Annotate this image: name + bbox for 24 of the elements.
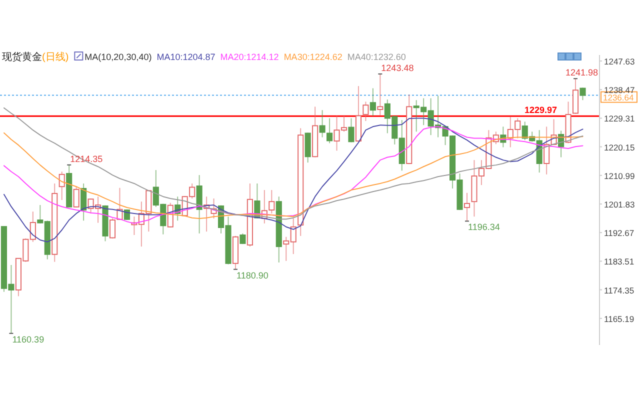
- annotation: 1196.34: [468, 222, 500, 232]
- text: MA30:1224.62: [284, 52, 342, 62]
- y-tick-label: 1229.31: [604, 114, 635, 124]
- annotation: 1241.98: [565, 68, 598, 78]
- annotation: 1160.39: [12, 334, 44, 344]
- y-tick-label: 1165.19: [604, 314, 634, 324]
- y-tick-label: 1201.83: [604, 199, 635, 210]
- text: MA10:1204.87: [156, 52, 216, 62]
- chart-title: 现货黄金: [2, 51, 42, 63]
- y-tick-label: 1183.51: [604, 256, 634, 267]
- y-tick-label: 1247.63: [604, 56, 635, 66]
- text: MA40:1232.60: [347, 52, 406, 62]
- text: MA20:1214.12: [220, 52, 279, 62]
- y-tick-label: 1192.67: [604, 228, 634, 238]
- annotation: 1243.48: [381, 62, 414, 73]
- ref-line-label: 1229.97: [524, 105, 558, 116]
- y-tick-label: 1220.15: [604, 142, 635, 152]
- chart-subtitle: (日线): [42, 51, 69, 63]
- ref-line-label: 1236.64: [603, 92, 634, 102]
- annotation: 1180.90: [236, 270, 268, 280]
- y-tick-label: 1174.35: [604, 285, 634, 296]
- legend-title: MA(10,20,30,40): [84, 52, 152, 62]
- annotation: 1214.35: [70, 154, 103, 164]
- y-tick-label: 1210.99: [604, 170, 635, 181]
